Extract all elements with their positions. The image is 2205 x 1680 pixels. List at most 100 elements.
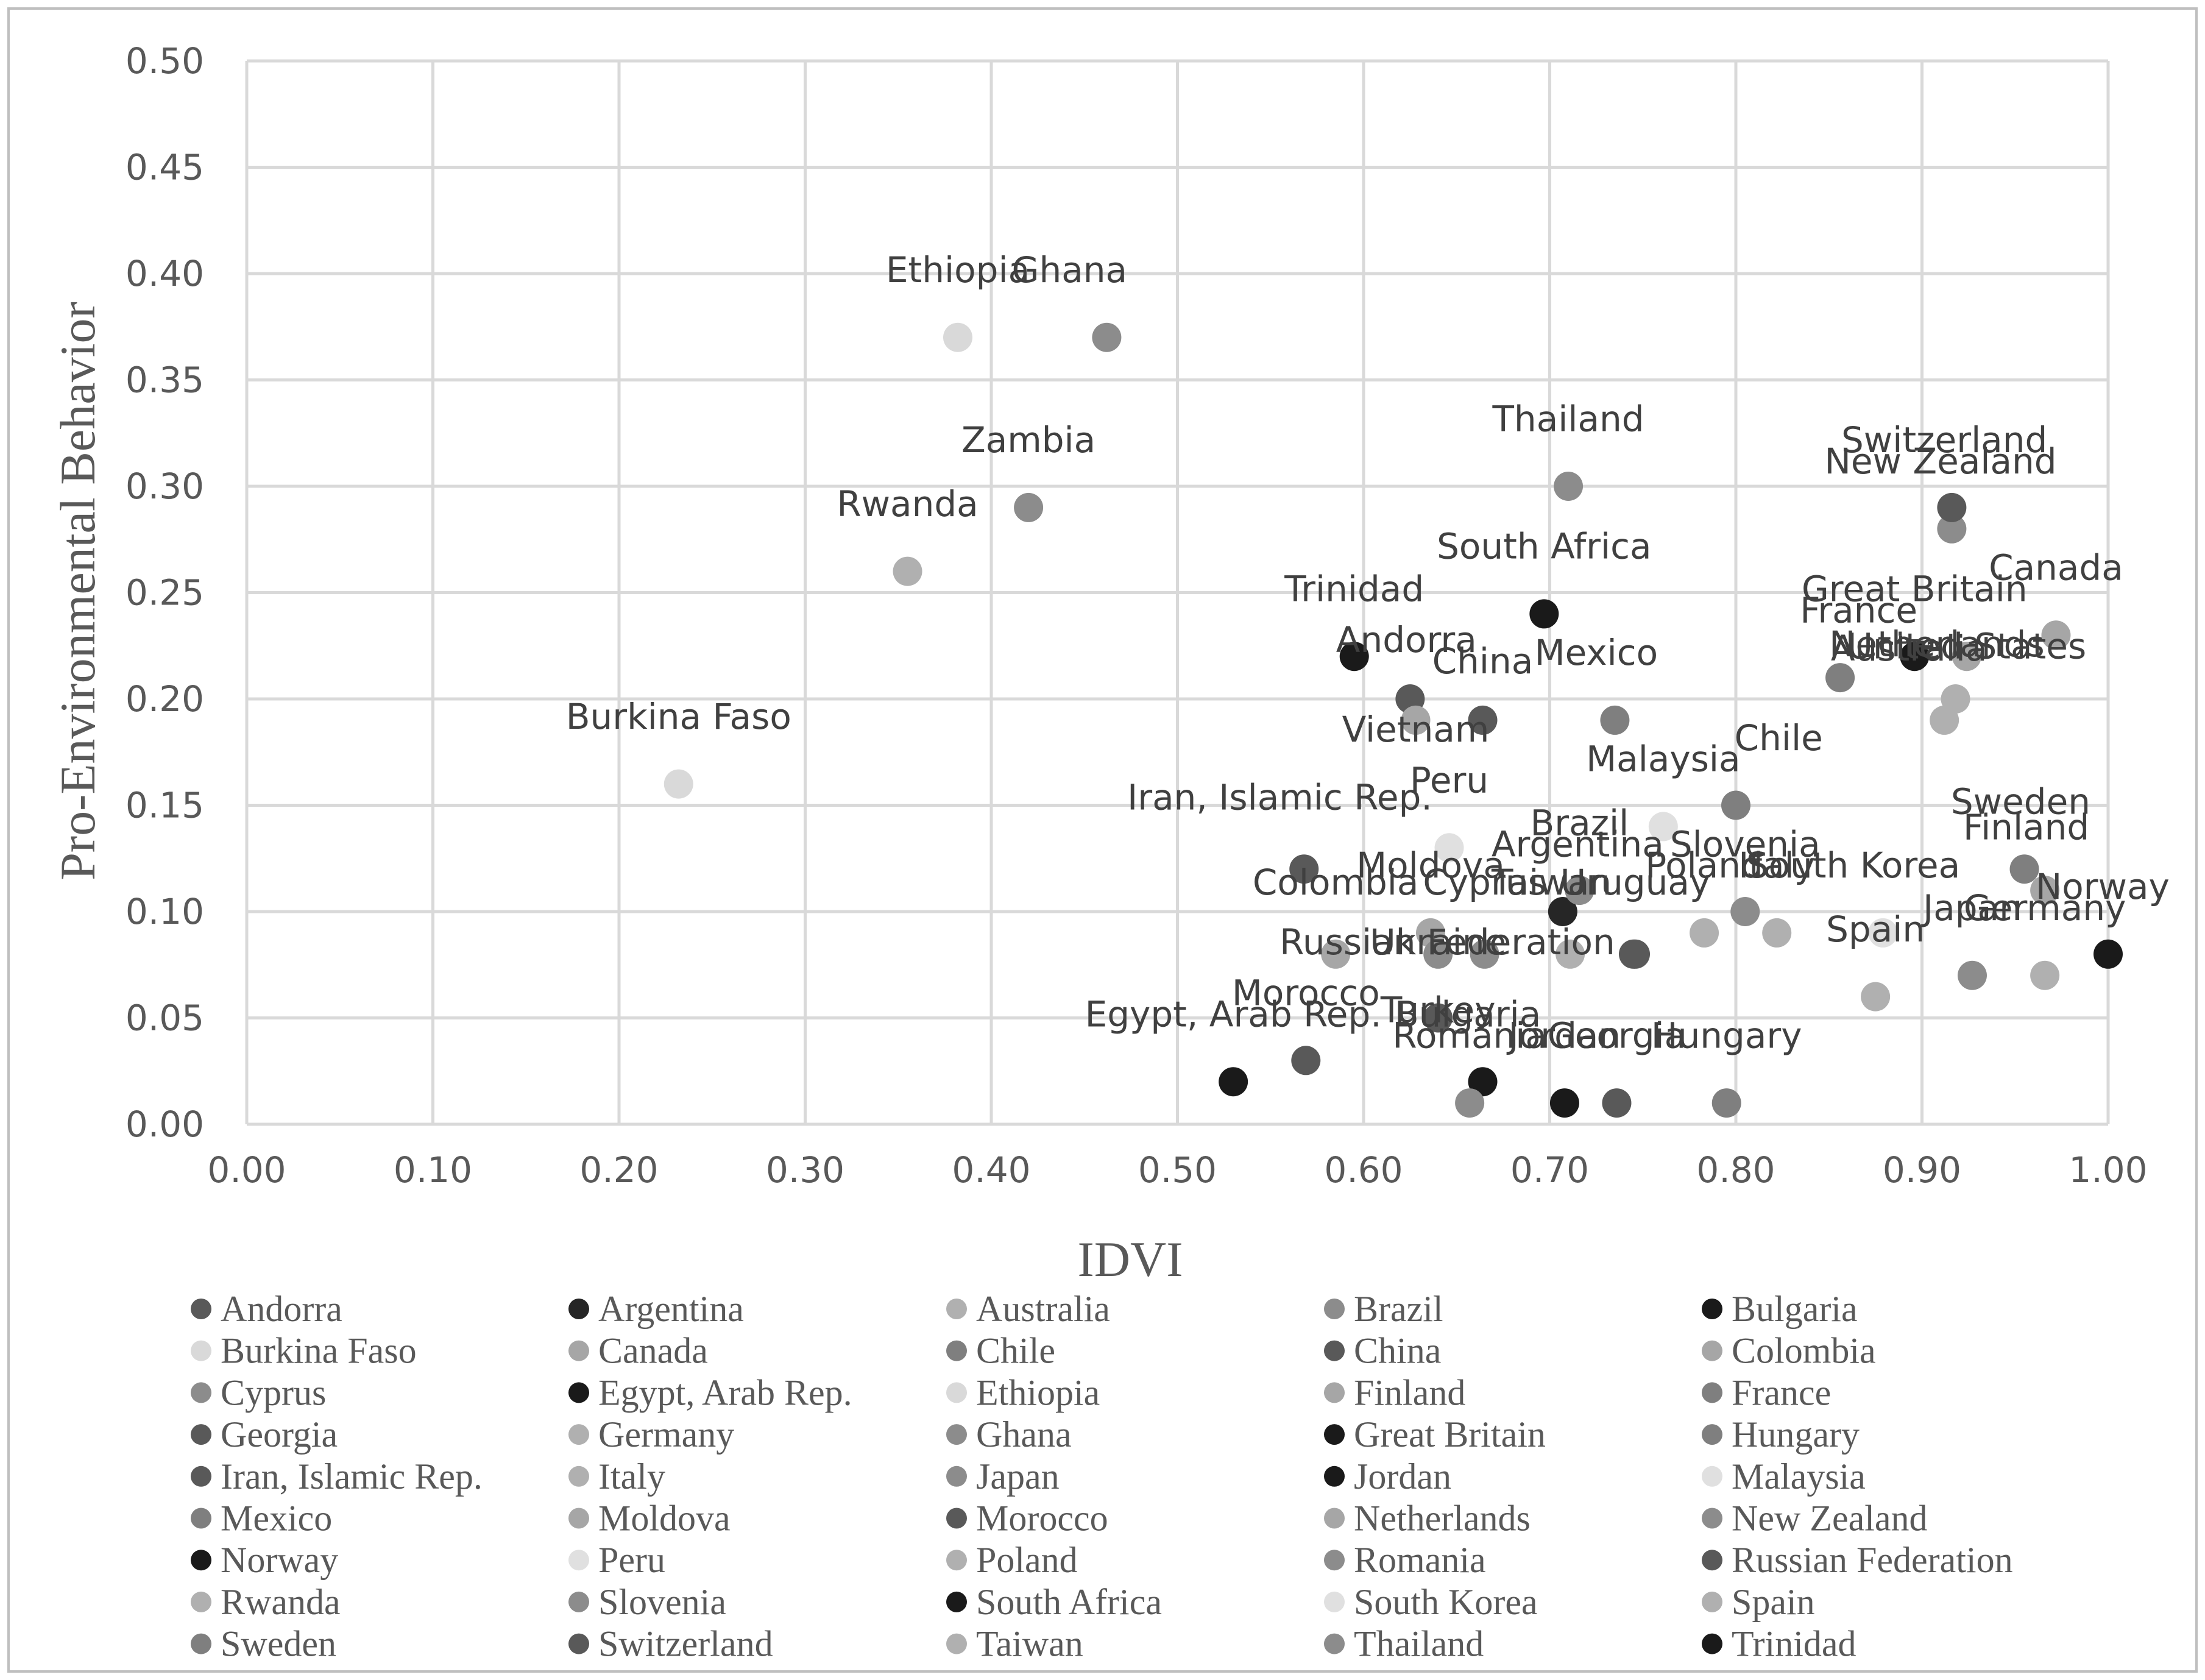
data-point-peru [1434, 833, 1464, 863]
legend-label-france: France [1732, 1372, 1831, 1412]
point-label-chile: Chile [1735, 717, 1823, 759]
legend-marker-colombia [1702, 1340, 1722, 1361]
legend-label-egypt-arab-rep: Egypt, Arab Rep. [598, 1372, 852, 1412]
legend-label-romania: Romania [1354, 1540, 1486, 1580]
x-tick-label: 0.00 [207, 1149, 286, 1191]
point-label-norway: Norway [2036, 866, 2170, 907]
point-label-japan: Japan [1921, 887, 2022, 929]
point-label-burkina-faso: Burkina Faso [566, 696, 791, 737]
legend-label-finland: Finland [1354, 1372, 1465, 1412]
point-label-taiwan: Taiwan [1491, 862, 1612, 903]
legend-label-japan: Japan [976, 1456, 1060, 1497]
legend-label-argentina: Argentina [598, 1289, 744, 1329]
legend-marker-china [1324, 1340, 1345, 1361]
legend-label-peru: Peru [598, 1540, 665, 1580]
point-label-morocco: Morocco [1232, 973, 1380, 1014]
legend-marker-switzerland [568, 1633, 589, 1654]
point-label-china: China [1432, 640, 1534, 682]
data-point-georgia [1602, 1088, 1632, 1118]
legend-marker-trinidad [1702, 1633, 1722, 1654]
legend-label-switzerland: Switzerland [598, 1624, 773, 1664]
point-label-trinidad: Trinidad [1284, 568, 1424, 609]
data-point-south-africa [1529, 599, 1559, 629]
data-point-thailand [1554, 472, 1584, 501]
legend-marker-cyprus [191, 1382, 211, 1403]
point-label-russian-federation: Russian Federation [1279, 921, 1615, 963]
legend-marker-russian-federation [1702, 1550, 1722, 1571]
data-point-china [1468, 705, 1498, 735]
legend-marker-poland [946, 1550, 967, 1571]
data-point-colombia [1321, 939, 1351, 969]
legend-label-germany: Germany [598, 1414, 734, 1455]
legend-marker-new-zealand [1702, 1508, 1722, 1529]
data-point-great-britain [1900, 642, 1930, 672]
legend-label-slovenia: Slovenia [598, 1582, 726, 1622]
legend-label-moldova: Moldova [598, 1498, 731, 1539]
legend-label-south-korea: South Korea [1354, 1582, 1538, 1622]
legend-label-south-africa: South Africa [976, 1582, 1162, 1622]
point-label-turkey: Turkey [1380, 989, 1496, 1030]
data-point-trinidad [1339, 642, 1369, 672]
legend-marker-iran-islamic-rep [191, 1466, 211, 1487]
legend-marker-japan [946, 1466, 967, 1487]
point-label-france: France [1800, 589, 1917, 631]
legend-marker-rwanda [191, 1591, 211, 1612]
point-label-finland: Finland [1963, 806, 2089, 848]
legend-marker-norway [191, 1550, 211, 1571]
data-point-mexico [1600, 705, 1630, 735]
data-point-layer [664, 322, 2123, 1118]
legend-label-trinidad: Trinidad [1732, 1624, 1856, 1664]
data-point-italy [1762, 918, 1792, 948]
point-label-great-britain: Great Britain [1802, 568, 2028, 609]
data-point-ukraine [1423, 939, 1453, 969]
legend-marker-moldova [568, 1508, 589, 1529]
point-label-peru: Peru [1410, 760, 1488, 801]
x-tick-label: 0.70 [1510, 1149, 1589, 1191]
legend-marker-ghana [946, 1424, 967, 1445]
point-label-netherlands: Netherlands [1829, 623, 2045, 665]
legend-marker-netherlands [1324, 1508, 1345, 1529]
data-point-bulgaria [1468, 1067, 1498, 1097]
legend-marker-australia [946, 1299, 967, 1319]
grid-layer [245, 59, 2110, 1126]
data-point-romania [1455, 1088, 1485, 1118]
x-tick-label: 0.40 [952, 1149, 1030, 1191]
legend-label-rwanda: Rwanda [221, 1582, 341, 1622]
y-tick-label: 0.45 [126, 147, 204, 188]
point-label-thailand: Thailand [1492, 398, 1644, 439]
y-tick-label: 0.30 [126, 466, 204, 507]
data-point-south-korea [1868, 918, 1898, 948]
data-point-ghana [1092, 322, 1122, 352]
y-tick-label: 0.15 [126, 785, 204, 826]
legend-marker-france [1702, 1382, 1722, 1403]
point-label-egypt-arab-rep: Egypt, Arab Rep. [1085, 993, 1382, 1035]
point-label-andorra: Andorra [1336, 619, 1477, 661]
data-point-germany [2030, 960, 2060, 990]
legend-marker-finland [1324, 1382, 1345, 1403]
legend-marker-slovenia [568, 1591, 589, 1612]
legend-marker-argentina [568, 1299, 589, 1319]
legend-marker-germany [568, 1424, 589, 1445]
legend-label-china: China [1354, 1331, 1441, 1371]
legend-label-norway: Norway [221, 1540, 338, 1580]
x-tick-label: 0.30 [766, 1149, 844, 1191]
legend-marker-burkina-faso [191, 1340, 211, 1361]
legend-marker-south-africa [946, 1591, 967, 1612]
data-point-japan [1957, 960, 1987, 990]
legend-marker-mexico [191, 1508, 211, 1529]
legend-label-taiwan: Taiwan [976, 1624, 1083, 1664]
x-tick-label: 0.60 [1324, 1149, 1403, 1191]
point-label-ghana: Ghana [1012, 249, 1128, 291]
point-label-hungary: Hungary [1651, 1015, 1802, 1056]
point-label-brazil: Brazil [1530, 802, 1629, 843]
legend-marker-great-britain [1324, 1424, 1345, 1445]
point-label-south-africa: South Africa [1437, 526, 1651, 567]
data-point-poland [1690, 918, 1719, 948]
legend-label-spain: Spain [1732, 1582, 1815, 1622]
legend-label-georgia: Georgia [221, 1414, 338, 1455]
y-tick-label: 0.40 [126, 253, 204, 294]
point-label-south-korea: South Korea [1746, 845, 1960, 886]
legend-label-italy: Italy [598, 1456, 665, 1497]
legend-label-sweden: Sweden [221, 1624, 336, 1664]
